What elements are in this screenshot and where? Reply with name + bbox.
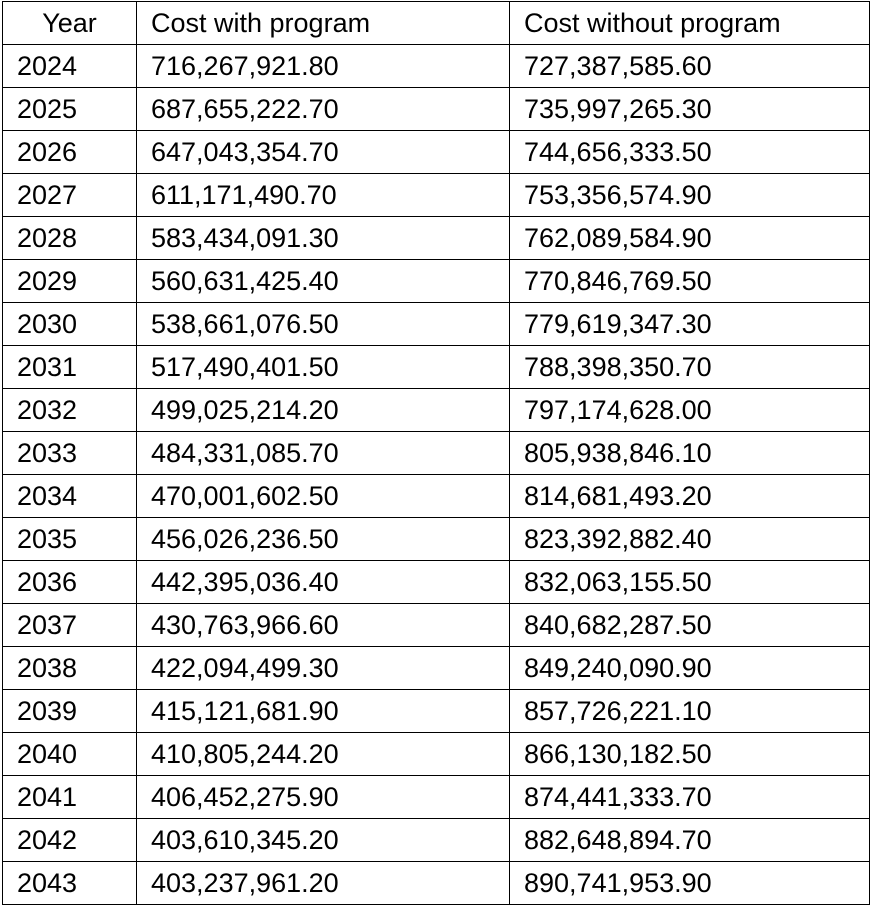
cost-without-program-cell: 770,846,769.50: [509, 259, 870, 303]
table-row: 2035 456,026,236.50 823,392,882.40: [2, 517, 870, 561]
year-cell: 2028: [2, 216, 137, 260]
cost-with-program-cell: 410,805,244.20: [136, 732, 510, 776]
year-cell: 2036: [2, 560, 137, 604]
cost-without-program-cell: 814,681,493.20: [509, 474, 870, 518]
cost-without-program-cell: 805,938,846.10: [509, 431, 870, 475]
year-cell: 2031: [2, 345, 137, 389]
cost-without-program-cell: 882,648,894.70: [509, 818, 870, 862]
cost-with-program-cell: 517,490,401.50: [136, 345, 510, 389]
year-cell: 2030: [2, 302, 137, 346]
cost-with-program-cell: 647,043,354.70: [136, 130, 510, 174]
table-row: 2027 611,171,490.70 753,356,574.90: [2, 173, 870, 217]
cost-with-program-cell: 611,171,490.70: [136, 173, 510, 217]
table-body: 2024 716,267,921.80 727,387,585.60 2025 687,…: [2, 44, 870, 905]
header-cost-without-program: Cost without program: [509, 1, 870, 45]
cost-with-program-cell: 538,661,076.50: [136, 302, 510, 346]
cost-without-program-cell: 797,174,628.00: [509, 388, 870, 432]
cost-without-program-cell: 779,619,347.30: [509, 302, 870, 346]
cost-without-program-cell: 890,741,953.90: [509, 861, 870, 905]
cost-without-program-cell: 788,398,350.70: [509, 345, 870, 389]
cost-without-program-cell: 840,682,287.50: [509, 603, 870, 647]
table-row: 2033 484,331,085.70 805,938,846.10: [2, 431, 870, 475]
table-row: 2031 517,490,401.50 788,398,350.70: [2, 345, 870, 389]
cost-with-program-cell: 716,267,921.80: [136, 44, 510, 88]
cost-with-program-cell: 560,631,425.40: [136, 259, 510, 303]
table-row: 2038 422,094,499.30 849,240,090.90: [2, 646, 870, 690]
cost-without-program-cell: 727,387,585.60: [509, 44, 870, 88]
cost-with-program-cell: 403,610,345.20: [136, 818, 510, 862]
year-cell: 2032: [2, 388, 137, 432]
table-row: 2041 406,452,275.90 874,441,333.70: [2, 775, 870, 819]
year-cell: 2041: [2, 775, 137, 819]
cost-without-program-cell: 744,656,333.50: [509, 130, 870, 174]
table-row: 2030 538,661,076.50 779,619,347.30: [2, 302, 870, 346]
cost-with-program-cell: 583,434,091.30: [136, 216, 510, 260]
cost-without-program-cell: 874,441,333.70: [509, 775, 870, 819]
cost-without-program-cell: 735,997,265.30: [509, 87, 870, 131]
cost-with-program-cell: 456,026,236.50: [136, 517, 510, 561]
header-year: Year: [2, 1, 137, 45]
year-cell: 2025: [2, 87, 137, 131]
table-row: 2026 647,043,354.70 744,656,333.50: [2, 130, 870, 174]
cost-without-program-cell: 823,392,882.40: [509, 517, 870, 561]
year-cell: 2043: [2, 861, 137, 905]
year-cell: 2029: [2, 259, 137, 303]
cost-with-program-cell: 484,331,085.70: [136, 431, 510, 475]
year-cell: 2027: [2, 173, 137, 217]
table-row: 2039 415,121,681.90 857,726,221.10: [2, 689, 870, 733]
cost-with-program-cell: 430,763,966.60: [136, 603, 510, 647]
cost-with-program-cell: 687,655,222.70: [136, 87, 510, 131]
table-row: 2024 716,267,921.80 727,387,585.60: [2, 44, 870, 88]
cost-without-program-cell: 857,726,221.10: [509, 689, 870, 733]
cost-with-program-cell: 406,452,275.90: [136, 775, 510, 819]
cost-without-program-cell: 753,356,574.90: [509, 173, 870, 217]
year-cell: 2039: [2, 689, 137, 733]
year-cell: 2026: [2, 130, 137, 174]
year-cell: 2040: [2, 732, 137, 776]
cost-with-program-cell: 470,001,602.50: [136, 474, 510, 518]
table-header: Year Cost with program Cost without prog…: [2, 1, 870, 45]
table-row: 2037 430,763,966.60 840,682,287.50: [2, 603, 870, 647]
year-cell: 2024: [2, 44, 137, 88]
table-row: 2043 403,237,961.20 890,741,953.90: [2, 861, 870, 905]
year-cell: 2033: [2, 431, 137, 475]
table-row: 2034 470,001,602.50 814,681,493.20: [2, 474, 870, 518]
header-cost-with-program: Cost with program: [136, 1, 510, 45]
table-row: 2029 560,631,425.40 770,846,769.50: [2, 259, 870, 303]
table-row: 2036 442,395,036.40 832,063,155.50: [2, 560, 870, 604]
table-row: 2025 687,655,222.70 735,997,265.30: [2, 87, 870, 131]
cost-with-program-cell: 415,121,681.90: [136, 689, 510, 733]
header-row: Year Cost with program Cost without prog…: [2, 1, 870, 45]
table-row: 2040 410,805,244.20 866,130,182.50: [2, 732, 870, 776]
table-row: 2032 499,025,214.20 797,174,628.00: [2, 388, 870, 432]
cost-with-program-cell: 422,094,499.30: [136, 646, 510, 690]
year-cell: 2042: [2, 818, 137, 862]
cost-without-program-cell: 832,063,155.50: [509, 560, 870, 604]
cost-without-program-cell: 849,240,090.90: [509, 646, 870, 690]
year-cell: 2038: [2, 646, 137, 690]
cost-with-program-cell: 442,395,036.40: [136, 560, 510, 604]
table-row: 2042 403,610,345.20 882,648,894.70: [2, 818, 870, 862]
cost-without-program-cell: 762,089,584.90: [509, 216, 870, 260]
year-cell: 2037: [2, 603, 137, 647]
table-row: 2028 583,434,091.30 762,089,584.90: [2, 216, 870, 260]
cost-with-program-cell: 403,237,961.20: [136, 861, 510, 905]
cost-with-program-cell: 499,025,214.20: [136, 388, 510, 432]
year-cell: 2035: [2, 517, 137, 561]
cost-without-program-cell: 866,130,182.50: [509, 732, 870, 776]
year-cell: 2034: [2, 474, 137, 518]
